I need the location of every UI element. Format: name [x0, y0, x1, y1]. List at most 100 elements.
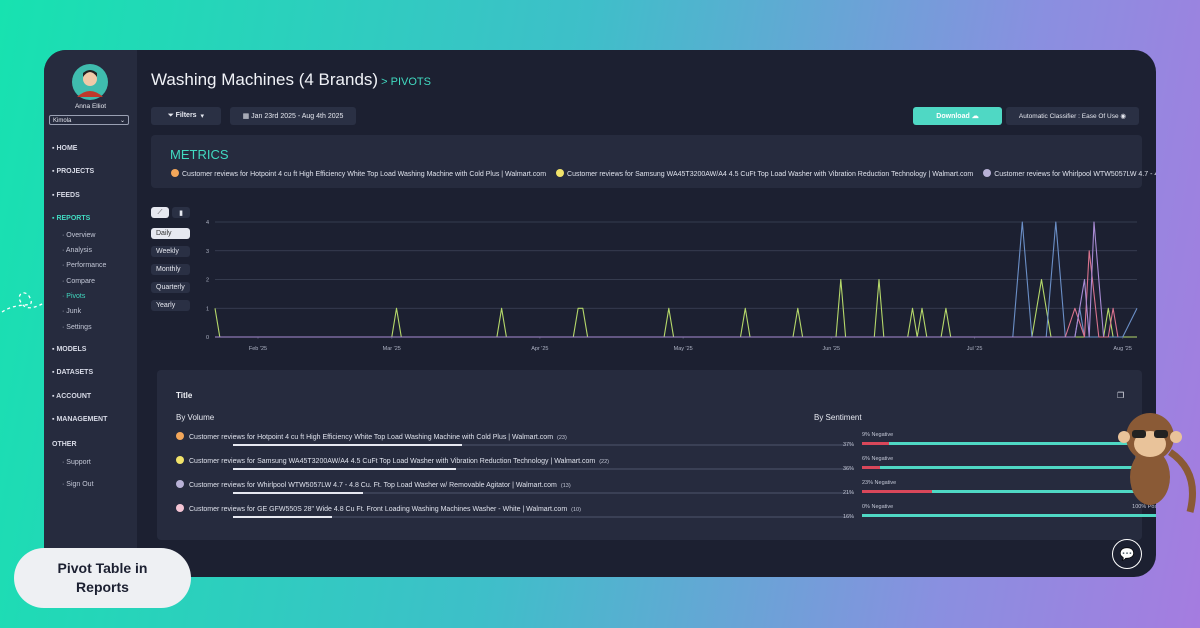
- period-button[interactable]: Weekly: [151, 246, 190, 257]
- metrics-card: METRICS Customer reviews for Hotpoint 4 …: [151, 135, 1156, 188]
- nav-label: HOME: [56, 145, 78, 152]
- nav-label: MANAGEMENT: [56, 416, 108, 423]
- workspace-select[interactable]: Kimola ⌄: [49, 115, 129, 125]
- positive-label: 100% Positive: [1132, 504, 1156, 510]
- nav-item: OTHER: [52, 441, 77, 448]
- nav-icon: ▪: [52, 346, 57, 353]
- volume-percent: 37%: [843, 442, 855, 448]
- nav-icon: ·: [62, 324, 67, 331]
- classifier-select[interactable]: Automatic Classifier : Ease Of Use ◉: [1006, 107, 1139, 125]
- positive-bar: [932, 490, 1156, 493]
- legend-dot: [983, 169, 992, 177]
- nav-icon: ▪: [52, 416, 57, 423]
- nav-icon: ·: [62, 262, 67, 269]
- chat-button[interactable]: 💬: [1112, 539, 1142, 569]
- legend-label: Customer reviews for Hotpoint 4 cu ft Hi…: [182, 171, 547, 178]
- nav-item[interactable]: · Junk: [62, 308, 81, 315]
- volume-track: [233, 468, 852, 470]
- nav-icon: ·: [62, 293, 67, 300]
- sentiment-title: By Sentiment: [814, 413, 862, 422]
- nav-item[interactable]: · Support: [62, 459, 91, 466]
- volume-row-label: Customer reviews for Samsung WA45T3200AW…: [176, 456, 609, 465]
- nav-item[interactable]: ▪ HOME: [52, 145, 77, 152]
- feature-badge: Pivot Table in Reports: [14, 548, 191, 608]
- row-count: (23): [557, 435, 567, 441]
- breadcrumb[interactable]: PIVOTS: [390, 76, 431, 88]
- legend-dot: [556, 169, 565, 177]
- nav-item[interactable]: ▪ REPORTS: [52, 215, 90, 222]
- period-button[interactable]: Monthly: [151, 264, 190, 275]
- negative-bar: [862, 466, 881, 469]
- nav-icon: ▪: [52, 215, 57, 222]
- row-dot: [176, 480, 184, 488]
- copy-icon[interactable]: ❐: [1117, 391, 1125, 400]
- volume-row-label: Customer reviews for GE GFW550S 28" Wide…: [176, 504, 581, 513]
- nav-item[interactable]: · Sign Out: [62, 481, 94, 488]
- volume-percent: 36%: [843, 466, 855, 472]
- nav-label: Compare: [66, 278, 96, 285]
- legend-item[interactable]: Customer reviews for Samsung WA45T3200AW…: [556, 169, 973, 178]
- row-count: (13): [560, 483, 571, 489]
- pivot-title: Title: [176, 391, 193, 400]
- positive-bar: [880, 466, 1156, 469]
- period-button[interactable]: Yearly: [151, 300, 190, 311]
- nav-label: Sign Out: [66, 481, 94, 488]
- date-range[interactable]: ▦ Jan 23rd 2025 - Aug 4th 2025: [230, 107, 356, 125]
- nav-item[interactable]: · Settings: [62, 324, 92, 331]
- legend-item[interactable]: Customer reviews for Whirlpool WTW5057LW…: [983, 169, 1156, 178]
- row-dot: [176, 432, 184, 440]
- avatar: [72, 64, 108, 100]
- nav-item[interactable]: · Pivots: [62, 293, 85, 300]
- period-button[interactable]: Daily: [151, 228, 190, 239]
- legend-item[interactable]: Customer reviews for Hotpoint 4 cu ft Hi…: [171, 169, 546, 178]
- metrics-title: METRICS: [170, 147, 229, 162]
- nav-item[interactable]: · Performance: [62, 262, 106, 269]
- negative-bar: [862, 490, 933, 493]
- nav-label: OTHER: [52, 441, 77, 448]
- sidebar: Anna Elliot Kimola ⌄ ▪ HOME ▪ PROJECTS ▪ FE…: [44, 50, 137, 577]
- nav-item[interactable]: · Overview: [62, 232, 95, 239]
- nav-icon: ▪: [52, 369, 57, 376]
- row-count: (22): [599, 459, 609, 465]
- nav-item[interactable]: ▪ FEEDS: [52, 192, 80, 199]
- nav-item[interactable]: ▪ ACCOUNT: [52, 393, 91, 400]
- nav-icon: ▪: [52, 145, 57, 152]
- volume-row-label: Customer reviews for Hotpoint 4 cu ft Hi…: [176, 432, 567, 441]
- workspace-name: Kimola: [53, 118, 72, 124]
- positive-bar: [862, 514, 1156, 517]
- nav-label: Pivots: [66, 293, 86, 300]
- filters-button[interactable]: ⏷ Filters ▾: [151, 107, 221, 125]
- line-view-toggle[interactable]: ⟋: [151, 207, 169, 218]
- negative-label: 9% Negative: [862, 432, 894, 438]
- filters-label: Filters: [175, 112, 197, 119]
- period-button[interactable]: Quarterly: [151, 282, 190, 293]
- nav-item[interactable]: ▪ MODELS: [52, 346, 86, 353]
- nav-label: REPORTS: [56, 215, 91, 222]
- nav-item[interactable]: ▪ DATASETS: [52, 369, 93, 376]
- nav-label: Support: [66, 459, 91, 466]
- nav-icon: ·: [62, 481, 67, 488]
- user-name: Anna Elliot: [74, 103, 107, 110]
- nav-icon: ·: [62, 232, 67, 239]
- nav-item[interactable]: · Analysis: [62, 247, 92, 254]
- page-title: Washing Machines (4 Brands) > PIVOTS: [151, 70, 431, 89]
- volume-track: [233, 516, 852, 518]
- nav-label: Analysis: [65, 247, 92, 254]
- nav-item[interactable]: ▪ PROJECTS: [52, 168, 94, 175]
- negative-bar: [862, 442, 890, 445]
- volume-row-label: Customer reviews for Whirlpool WTW5057LW…: [176, 480, 571, 489]
- volume-track: [233, 492, 852, 494]
- nav-icon: ·: [62, 308, 67, 315]
- nav-label: Junk: [66, 308, 82, 315]
- row-dot: [176, 504, 184, 512]
- nav-icon: ·: [62, 278, 67, 285]
- bar-view-toggle[interactable]: ▮: [172, 207, 190, 218]
- nav-item[interactable]: · Compare: [62, 278, 95, 285]
- volume-bar: [233, 444, 463, 446]
- row-name: Customer reviews for GE GFW550S 28" Wide…: [189, 506, 568, 513]
- nav-icon: ·: [62, 459, 67, 466]
- volume-bar: [233, 492, 363, 494]
- download-button[interactable]: Download ☁: [913, 107, 1002, 125]
- legend-label: Customer reviews for Samsung WA45T3200AW…: [567, 171, 974, 178]
- nav-item[interactable]: ▪ MANAGEMENT: [52, 416, 107, 423]
